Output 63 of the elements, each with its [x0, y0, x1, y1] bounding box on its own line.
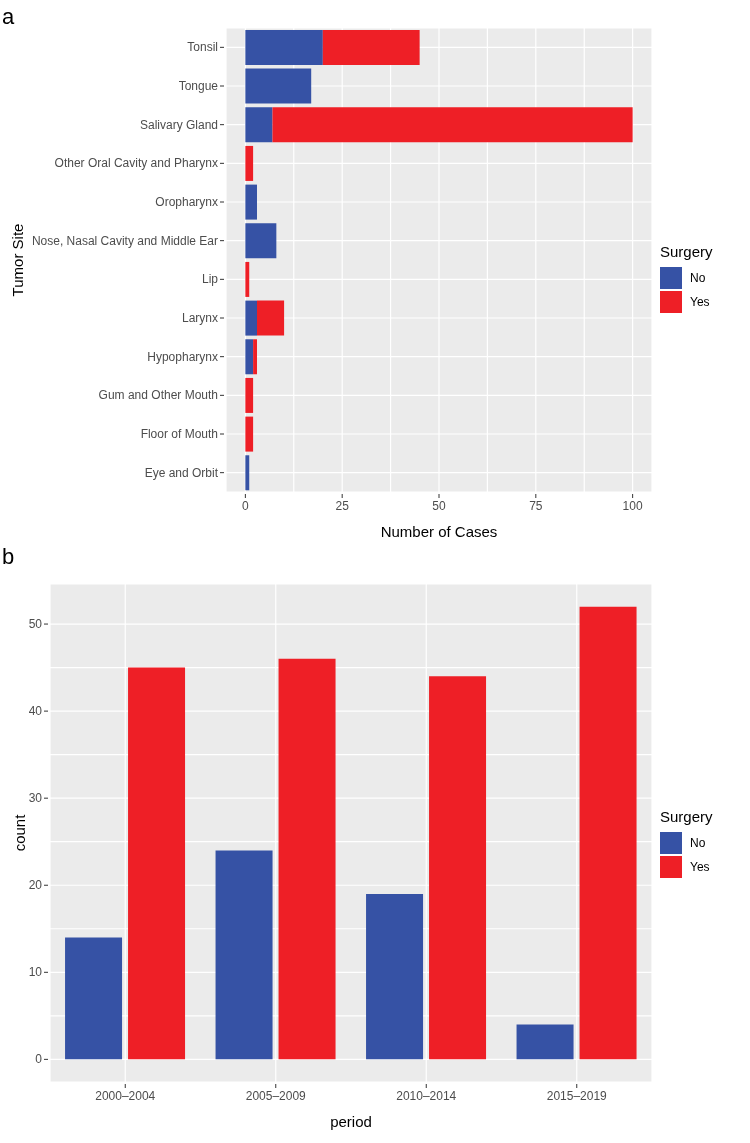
text: a: [2, 4, 15, 30]
x-tick-label: 2015–2019: [546, 1089, 608, 1103]
bar: [366, 893, 424, 1060]
y-tick-label: 40: [28, 704, 43, 719]
bar: [256, 300, 285, 336]
bar: [245, 29, 323, 65]
x-tick-label: 0: [242, 499, 250, 513]
y-tick-label: 30: [28, 791, 43, 806]
bar: [128, 667, 186, 1060]
bar: [429, 676, 487, 1060]
bar: [245, 300, 257, 336]
bar: [322, 29, 420, 65]
y-axis-title: count: [11, 813, 29, 852]
y-tick-label: Nose, Nasal Cavity and Middle Ear: [31, 233, 218, 248]
x-tick-label: 75: [529, 499, 543, 513]
legend-label: Yes: [690, 294, 710, 309]
legend-title: Surgery: [660, 242, 714, 260]
bar: [516, 1024, 574, 1060]
bar: [272, 107, 633, 143]
y-tick-label: Salivary Gland: [139, 117, 218, 132]
y-tick-label: Tongue: [178, 79, 219, 93]
y-tick-label: Gum and Other Mouth: [98, 388, 218, 403]
x-axis-title: Number of Cases: [380, 522, 498, 540]
bar: [253, 339, 257, 375]
bar: [65, 937, 123, 1060]
y-tick-label: Hypopharynx: [147, 349, 218, 364]
x-tick-label: 50: [432, 499, 446, 513]
x-tick-label: 2000–2004: [95, 1089, 156, 1103]
bar: [215, 850, 273, 1060]
y-tick-label: Other Oral Cavity and Pharynx: [54, 156, 218, 171]
y-tick-label: Floor of Mouth: [140, 427, 218, 441]
y-tick-label: 0: [35, 1052, 43, 1067]
bar: [245, 184, 257, 220]
chart-title: b: [2, 544, 15, 570]
bar: [245, 68, 312, 104]
bar: [245, 223, 277, 259]
bar: [245, 455, 250, 491]
bar: [245, 145, 254, 181]
bar: [579, 606, 637, 1060]
y-tick-label: 10: [28, 965, 43, 980]
bar: [278, 658, 336, 1060]
x-tick-label: 100: [622, 499, 643, 513]
x-tick-label: 2005–2009: [245, 1089, 307, 1103]
bar: [245, 416, 254, 452]
legend-label: Yes: [690, 859, 710, 874]
legend-label: No: [690, 835, 706, 850]
x-tick-label: 25: [335, 499, 350, 513]
y-tick-label: Tonsil: [187, 40, 218, 55]
y-tick-label: Larynx: [181, 311, 218, 325]
bar: [245, 107, 273, 143]
bar: [245, 261, 250, 297]
y-tick-label: 20: [28, 878, 43, 893]
x-tick-label: 2010–2014: [396, 1089, 457, 1103]
y-axis-title: Tumor Site: [9, 223, 27, 297]
y-tick-label: Eye and Orbit: [144, 465, 219, 480]
y-tick-label: 50: [28, 617, 43, 632]
legend-label: No: [690, 270, 706, 285]
bar: [245, 377, 254, 413]
legend-title: Surgery: [660, 807, 714, 825]
y-tick-label: Lip: [201, 272, 219, 287]
y-tick-label: Oropharynx: [155, 195, 218, 209]
bar: [245, 339, 254, 375]
x-axis-title: period: [330, 1112, 372, 1130]
